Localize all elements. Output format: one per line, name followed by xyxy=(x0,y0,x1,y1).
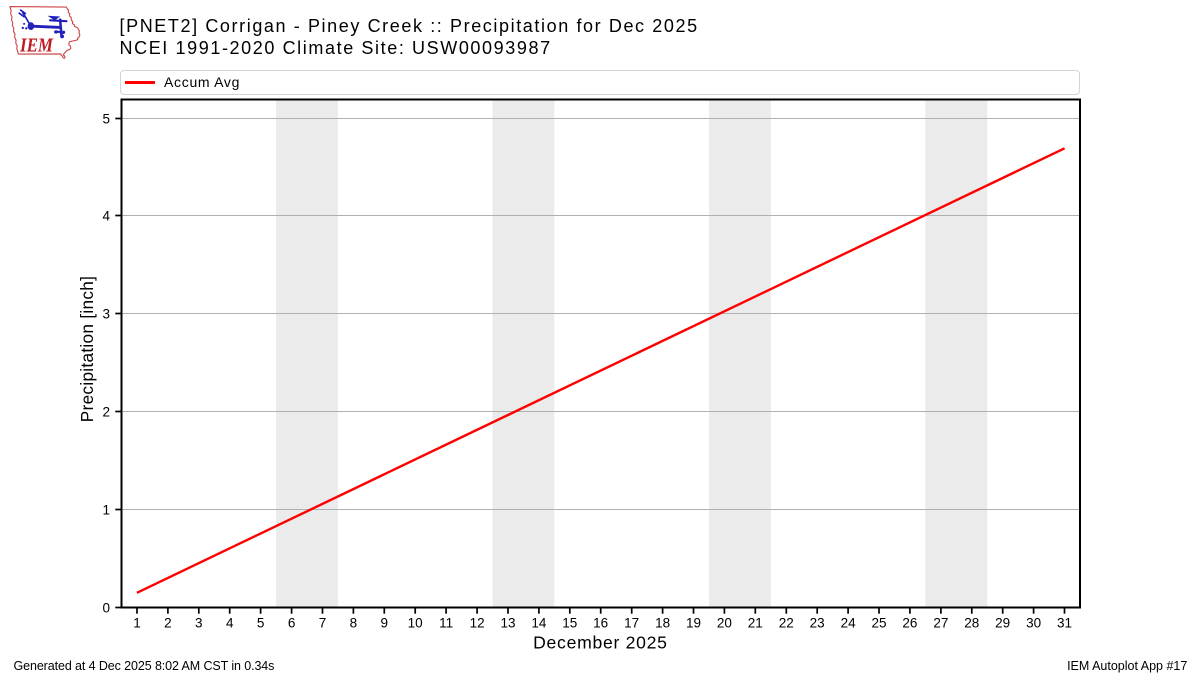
svg-text:13: 13 xyxy=(500,616,515,631)
svg-text:31: 31 xyxy=(1057,616,1072,631)
svg-text:6: 6 xyxy=(288,616,296,631)
svg-text:0: 0 xyxy=(102,601,110,616)
svg-text:30: 30 xyxy=(1026,616,1041,631)
svg-text:1: 1 xyxy=(133,616,141,631)
svg-text:27: 27 xyxy=(933,616,948,631)
svg-text:21: 21 xyxy=(748,616,763,631)
svg-text:15: 15 xyxy=(562,616,577,631)
svg-text:14: 14 xyxy=(531,616,547,631)
svg-text:IEM: IEM xyxy=(19,36,53,57)
svg-text:18: 18 xyxy=(655,616,670,631)
svg-text:2: 2 xyxy=(102,405,110,420)
svg-text:4: 4 xyxy=(102,209,110,224)
svg-text:25: 25 xyxy=(871,616,886,631)
svg-text:1: 1 xyxy=(102,503,110,518)
svg-text:4: 4 xyxy=(226,616,234,631)
svg-text:10: 10 xyxy=(408,616,423,631)
svg-text:22: 22 xyxy=(779,616,794,631)
svg-text:5: 5 xyxy=(257,616,265,631)
svg-text:9: 9 xyxy=(381,616,389,631)
svg-text:3: 3 xyxy=(102,307,110,322)
svg-text:3: 3 xyxy=(195,616,203,631)
svg-text:28: 28 xyxy=(964,616,979,631)
svg-text:5: 5 xyxy=(102,112,110,127)
svg-text:11: 11 xyxy=(439,616,453,631)
svg-text:26: 26 xyxy=(902,616,917,631)
svg-text:16: 16 xyxy=(593,616,608,631)
svg-text:24: 24 xyxy=(841,616,857,631)
svg-text:December 2025: December 2025 xyxy=(533,632,668,652)
svg-text:19: 19 xyxy=(686,616,701,631)
svg-text:17: 17 xyxy=(624,616,639,631)
svg-text:12: 12 xyxy=(470,616,485,631)
svg-text:23: 23 xyxy=(810,616,825,631)
svg-text:20: 20 xyxy=(717,616,732,631)
svg-text:7: 7 xyxy=(319,616,327,631)
svg-text:2: 2 xyxy=(164,616,172,631)
svg-text:8: 8 xyxy=(350,616,358,631)
svg-text:29: 29 xyxy=(995,616,1010,631)
svg-text:Precipitation [inch]: Precipitation [inch] xyxy=(77,276,97,422)
